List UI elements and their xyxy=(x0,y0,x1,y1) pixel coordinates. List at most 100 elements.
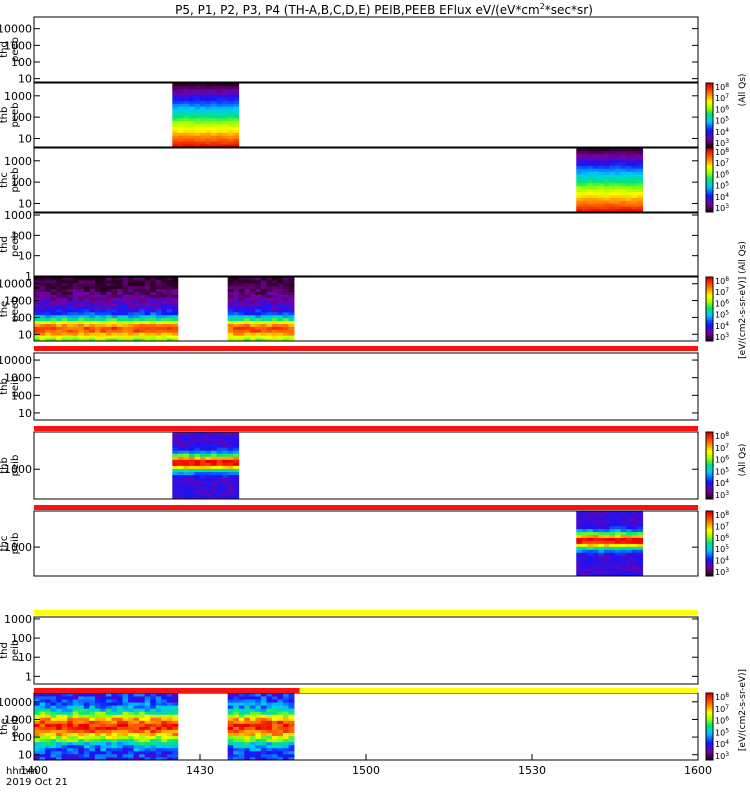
spectrogram-cell xyxy=(222,135,229,139)
spectrogram-cell xyxy=(117,714,123,718)
spectrogram-cell xyxy=(277,711,284,715)
spectrogram-cell xyxy=(620,174,627,178)
y-axis: 1000 xyxy=(4,463,698,476)
spectrogram-cell xyxy=(637,200,644,204)
colorbar-tick-label: 108 xyxy=(715,692,729,702)
spectrogram-cell xyxy=(50,732,57,737)
spectrogram-cell xyxy=(609,549,616,553)
spectrogram-cell xyxy=(626,516,632,521)
spectrogram-cell xyxy=(172,306,179,310)
spectrogram-cell xyxy=(105,696,112,700)
spectrogram-cell xyxy=(177,432,184,436)
spectrogram-cell xyxy=(172,120,179,125)
spectrogram-cell xyxy=(111,705,118,709)
colorbar-tick-label: 105 xyxy=(715,310,729,320)
spectrogram-cell xyxy=(144,735,151,740)
spectrogram-cell xyxy=(205,144,212,148)
spectrogram-cell xyxy=(576,191,583,195)
spectrogram-cell xyxy=(111,306,118,310)
spectrogram-cell xyxy=(67,729,74,733)
spectrogram-cell xyxy=(288,288,295,292)
colorbar-swatch xyxy=(706,445,713,449)
spectrogram-cell xyxy=(78,729,85,733)
colorbar-swatch xyxy=(706,106,713,109)
spectrogram-cell xyxy=(288,726,295,730)
spectrogram-cell xyxy=(144,714,151,718)
spectrogram-cell xyxy=(194,106,201,110)
spectrogram-cell xyxy=(56,314,63,319)
spectrogram-cell xyxy=(598,511,605,515)
colorbar-swatch xyxy=(706,138,713,141)
spectrogram-cell xyxy=(117,303,123,307)
spectrogram-cell xyxy=(205,83,212,87)
colorbar-swatch xyxy=(706,169,713,172)
colorbar-swatch xyxy=(706,713,713,716)
spectrogram-cell xyxy=(222,495,229,500)
spectrogram-cell xyxy=(271,753,278,758)
spectrogram-cell xyxy=(609,165,616,169)
spectrogram-cell xyxy=(587,203,594,207)
spectrogram-cell xyxy=(155,693,162,697)
spectrogram-cell xyxy=(216,462,223,466)
spectrogram-cell xyxy=(188,117,195,122)
spectrogram-cell xyxy=(592,567,599,571)
spectrogram-cell xyxy=(233,465,240,469)
spectrogram-cell xyxy=(205,465,212,469)
colorbar-swatch xyxy=(706,751,713,754)
spectrogram-cell xyxy=(260,711,267,715)
spectrogram-cell xyxy=(576,159,583,163)
status-bar-segment xyxy=(34,688,300,693)
colorbar-swatch xyxy=(706,438,713,442)
spectrogram-cell xyxy=(177,471,184,476)
spectrogram-cell xyxy=(626,156,632,161)
spectrogram-cell xyxy=(188,441,195,445)
spectrogram-cell xyxy=(631,206,638,210)
spectrogram-cell xyxy=(609,511,616,515)
spectrogram-cell xyxy=(581,513,588,518)
spectrogram-cell xyxy=(244,753,251,758)
spectrogram-cell xyxy=(277,277,284,281)
spectrogram-cell xyxy=(288,711,295,715)
panel-label: thd peeb xyxy=(0,37,21,62)
spectrogram-cell xyxy=(50,696,57,700)
spectrogram-cell xyxy=(271,756,278,761)
spectrogram-cell xyxy=(227,738,234,743)
spectrogram-cell xyxy=(244,338,251,342)
spectrogram-cell xyxy=(122,726,129,730)
colorbar-swatch xyxy=(706,102,713,105)
spectrogram-cell xyxy=(111,753,118,758)
panel-label-spacecraft: thd xyxy=(0,41,10,58)
spectrogram-cell xyxy=(271,277,278,281)
spectrogram-cell xyxy=(277,279,284,284)
colorbar-swatch xyxy=(706,695,713,698)
spectrogram-cell xyxy=(238,732,245,737)
spectrogram-cell xyxy=(637,570,644,574)
spectrogram-cell xyxy=(183,444,190,448)
spectrogram-cell xyxy=(34,696,40,700)
spectrogram-cell xyxy=(166,708,173,712)
spectrogram-cell xyxy=(83,699,90,703)
x-axis: 1400 1430 1500 1530 1600 xyxy=(20,754,712,777)
spectrogram-cell xyxy=(194,471,201,476)
spectrogram-cell xyxy=(233,141,240,145)
colorbar-swatch xyxy=(706,722,713,725)
spectrogram-cell xyxy=(50,314,57,319)
spectrogram-cell xyxy=(122,279,129,284)
spectrogram-cell xyxy=(205,483,212,488)
colorbar-swatch xyxy=(706,300,713,303)
spectrogram-cell xyxy=(244,699,251,703)
spectrogram-cell xyxy=(56,282,63,287)
spectrogram-cell xyxy=(244,702,251,706)
spectrogram-cell xyxy=(615,188,621,193)
spectrogram-cell xyxy=(111,714,118,718)
spectrogram-cell xyxy=(50,291,57,295)
panel-frame xyxy=(33,616,699,685)
y-tick-label: 100 xyxy=(11,176,32,189)
spectrogram-cell xyxy=(128,323,134,327)
colorbar-tick-label: 106 xyxy=(715,104,729,114)
spectrogram-cell xyxy=(50,717,57,721)
spectrogram-cell xyxy=(205,126,212,130)
spectrogram-cell xyxy=(150,726,157,730)
spectrogram-cell xyxy=(161,306,168,310)
